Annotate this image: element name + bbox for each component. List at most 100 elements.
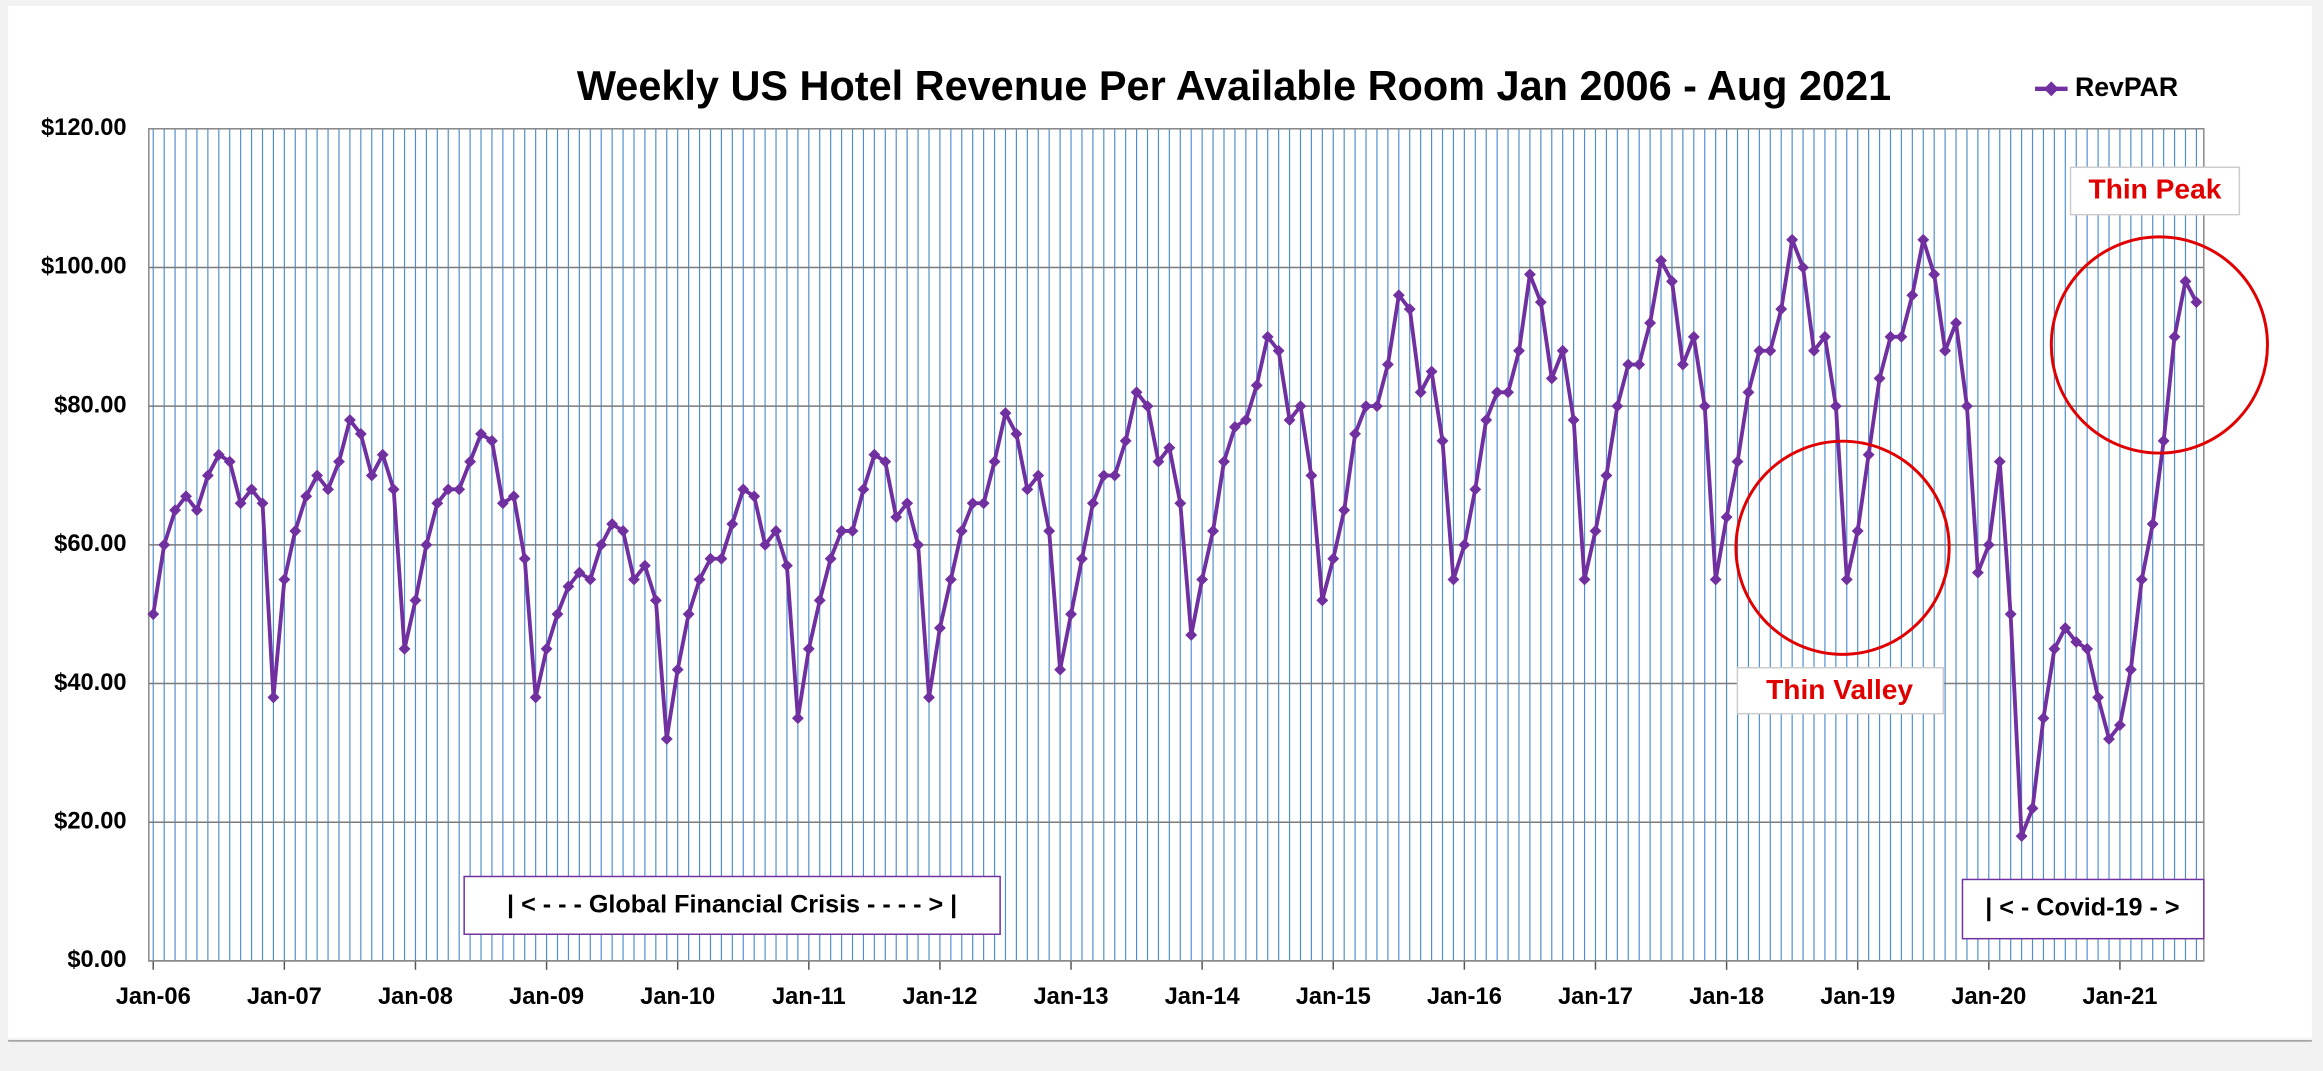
- y-tick-label: $100.00: [41, 254, 127, 280]
- annotation-box: [1961, 878, 2205, 940]
- legend-label: RevPAR: [2075, 72, 2178, 102]
- data-point: [1349, 427, 1362, 440]
- data-point: [1065, 608, 1077, 621]
- data-point: [2135, 573, 2148, 586]
- x-tick-label: Jan-13: [1034, 984, 1109, 1010]
- x-tick-label: Jan-11: [772, 984, 846, 1010]
- data-point: [606, 518, 619, 530]
- annotation: | < - Covid-19 - >: [1985, 894, 2179, 922]
- data-point: [660, 733, 673, 745]
- data-point: [343, 414, 356, 426]
- data-point: [1043, 525, 1056, 537]
- annotation: | < - - - Global Financial Crisis - - - …: [507, 891, 957, 919]
- data-point: [158, 538, 171, 551]
- data-point: [2190, 296, 2203, 309]
- y-tick-label: $120.00: [41, 115, 127, 141]
- data-point: [748, 490, 761, 503]
- data-point: [1819, 330, 1831, 343]
- data-point: [977, 497, 990, 510]
- data-point: [671, 663, 684, 676]
- data-point: [988, 455, 1001, 468]
- data-point: [1556, 344, 1569, 357]
- data-point: [300, 490, 313, 503]
- data-point: [420, 538, 433, 551]
- data-point: [267, 691, 280, 704]
- x-tick-label: Jan-18: [1689, 984, 1764, 1010]
- data-point: [1316, 594, 1329, 607]
- x-tick-label: Jan-08: [378, 984, 453, 1010]
- data-point: [1086, 497, 1099, 510]
- x-tick-label: Jan-06: [116, 984, 191, 1010]
- data-point: [1436, 434, 1449, 447]
- data-point: [1523, 268, 1536, 281]
- data-point: [507, 490, 520, 503]
- data-point: [573, 566, 586, 579]
- x-tick-label: Jan-14: [1165, 984, 1241, 1010]
- data-point: [453, 483, 466, 496]
- data-point: [1687, 330, 1700, 343]
- data-point: [1720, 511, 1733, 524]
- data-point: [2037, 712, 2050, 725]
- y-tick-label: $60.00: [54, 531, 126, 557]
- data-point: [278, 573, 291, 586]
- plot-frame: [148, 128, 2205, 962]
- x-tick-label: Jan-19: [1820, 984, 1895, 1010]
- data-point: [759, 538, 772, 551]
- data-point: [2103, 733, 2115, 745]
- data-point: [781, 559, 793, 572]
- data-point: [1545, 372, 1558, 385]
- data-point: [944, 573, 957, 586]
- data-point: [1371, 400, 1383, 413]
- data-point: [1895, 330, 1908, 343]
- data-point: [1327, 552, 1340, 565]
- data-point: [518, 552, 531, 565]
- data-point: [933, 622, 946, 634]
- data-point: [1032, 469, 1045, 482]
- data-point: [1414, 386, 1427, 399]
- data-point: [846, 525, 859, 537]
- data-point: [737, 483, 750, 496]
- data-point: [1469, 483, 1482, 496]
- data-point: [1097, 469, 1110, 482]
- data-point: [1600, 469, 1613, 482]
- data-point: [1360, 400, 1372, 413]
- data-point: [256, 497, 269, 510]
- data-point: [431, 497, 444, 510]
- data-point: [1392, 289, 1405, 302]
- data-point: [1731, 455, 1744, 468]
- x-tick-label: Jan-21: [2082, 984, 2157, 1010]
- data-point: [2179, 275, 2192, 288]
- x-tick-label: Jan-09: [509, 984, 584, 1010]
- x-tick-label: Jan-17: [1558, 984, 1633, 1010]
- data-point: [2081, 642, 2094, 655]
- data-point: [584, 573, 597, 586]
- data-point: [311, 469, 324, 482]
- data-point: [857, 483, 870, 496]
- data-point: [1294, 400, 1307, 413]
- data-point: [2146, 518, 2159, 530]
- data-point: [1130, 386, 1143, 399]
- data-point: [890, 511, 903, 524]
- y-tick-label: $20.00: [54, 808, 126, 834]
- peak-circle: [2049, 235, 2269, 455]
- data-point: [1611, 400, 1624, 413]
- data-point: [562, 580, 575, 593]
- data-point: [2092, 691, 2104, 704]
- data-point: [638, 559, 651, 572]
- data-point: [475, 427, 487, 440]
- data-point: [649, 594, 662, 607]
- data-point: [1021, 483, 1034, 496]
- data-point: [1458, 538, 1471, 551]
- data-point: [1491, 386, 1504, 399]
- data-point: [879, 455, 892, 468]
- data-point: [529, 691, 542, 704]
- data-point: [201, 469, 214, 482]
- data-point: [1425, 365, 1438, 378]
- data-point: [376, 448, 389, 461]
- data-point: [1272, 344, 1285, 357]
- annotation-box: [1736, 666, 1944, 715]
- data-point: [999, 407, 1012, 420]
- data-point: [595, 538, 608, 551]
- data-point: [322, 483, 334, 496]
